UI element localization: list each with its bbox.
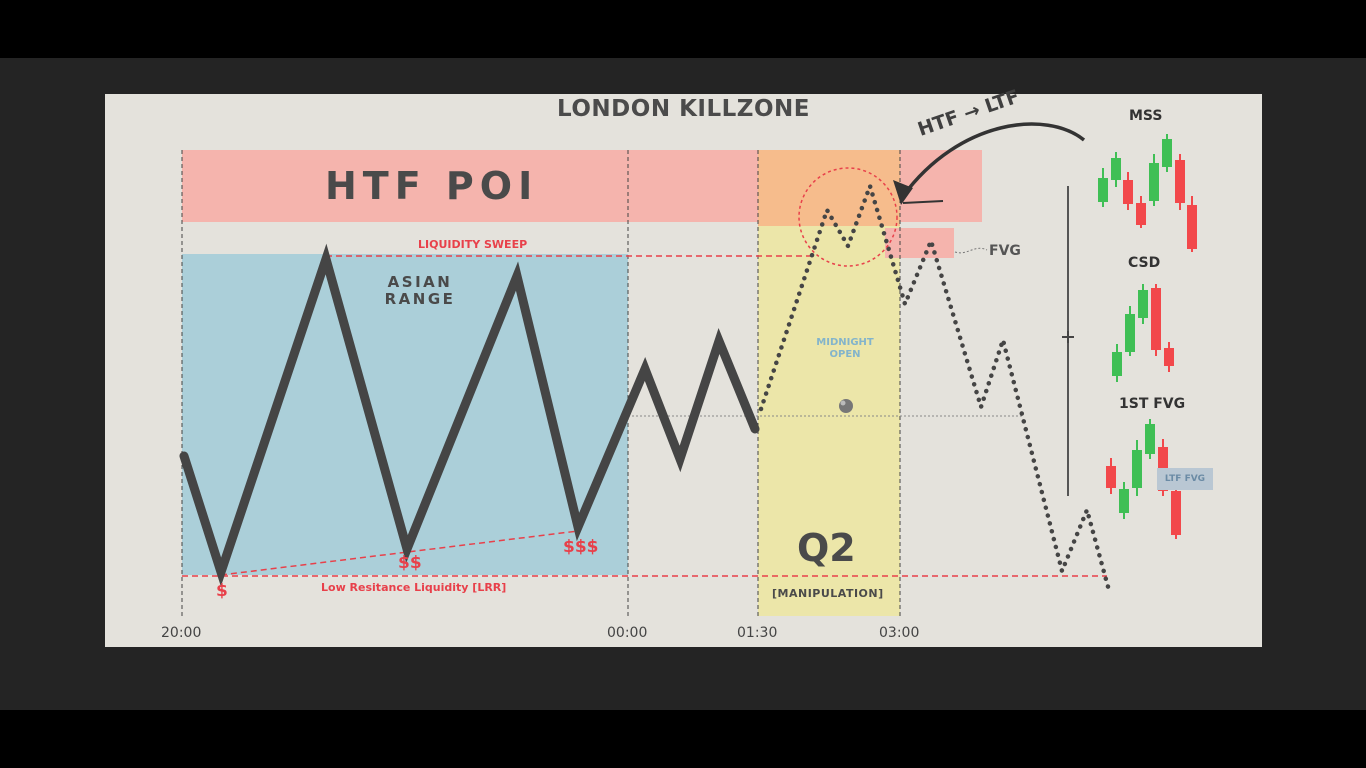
asian-range-line-2: RANGE [384,290,456,308]
htf-ltf-arrow [901,122,1086,198]
price-path-projection [758,178,1113,597]
htf-ltf-arrowhead-icon [893,180,913,205]
csd-candles [1112,284,1174,382]
liquidity-dollar-1: $ [216,581,228,601]
manipulation-top-zone [758,150,900,226]
sweep-circle [798,167,898,267]
arrow-base-line [902,200,944,204]
diagram-slide: LONDON KILLZONE HTF POI LIQUIDITY SWEEP … [105,86,1262,647]
move-handle-icon [1062,331,1074,343]
midnight-open-dot-highlight [840,400,846,406]
letterbox-bottom [0,710,1366,768]
q2-zone [758,226,900,616]
midnight-open-line-1: MIDNIGHT [816,337,874,348]
time-tick-0130: 01:30 [737,625,778,641]
asian-range-label: ASIAN RANGE [375,274,465,308]
mss-label: MSS [1129,108,1163,124]
csd-label: CSD [1128,255,1161,271]
htf-poi-label: HTF POI [325,164,539,208]
letterbox-top [0,0,1366,58]
lrr-label: Low Resitance Liquidity [LRR] [321,581,507,594]
midnight-open-line-2: OPEN [829,349,861,360]
fvg-label: FVG [989,243,1021,259]
mss-candles [1098,134,1197,252]
asian-range-line-1: ASIAN [387,273,453,291]
price-path-solid [179,243,760,587]
fvg-zone [885,228,954,258]
q2-label: Q2 [797,526,856,570]
manipulation-label: [MANIPULATION] [772,587,884,600]
midnight-open-dot [839,399,853,413]
time-tick-0000: 00:00 [607,625,648,641]
diagram-canvas [179,122,1197,618]
diagram-title: LONDON KILLZONE [557,96,810,122]
first-fvg-label: 1ST FVG [1119,396,1186,412]
fvg-pointer [954,247,988,254]
time-tick-0300: 03:00 [879,625,920,641]
time-tick-2000: 20:00 [161,625,202,641]
liquidity-dollar-2: $$ [398,553,422,573]
liquidity-dollar-3: $$$ [563,537,599,557]
ltf-fvg-box: LTF FVG [1157,468,1213,490]
liquidity-sweep-label: LIQUIDITY SWEEP [418,238,528,251]
midnight-open-label: MIDNIGHT OPEN [805,337,885,361]
